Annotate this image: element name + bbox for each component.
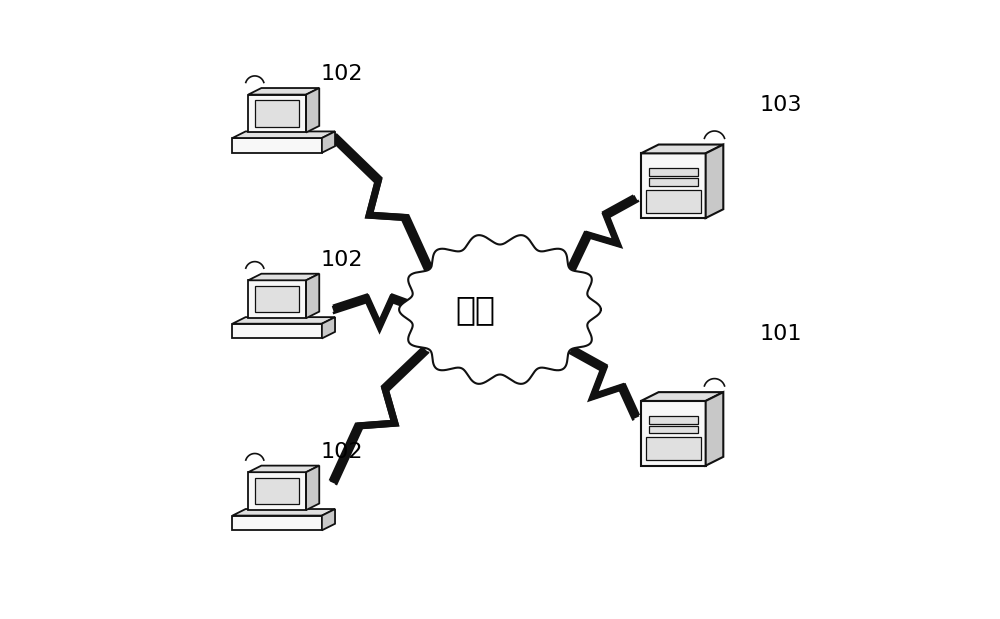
Polygon shape — [641, 392, 723, 401]
Text: 103: 103 — [760, 95, 802, 115]
Polygon shape — [706, 392, 723, 465]
Text: 102: 102 — [320, 250, 363, 270]
Polygon shape — [232, 138, 322, 153]
Polygon shape — [649, 178, 698, 186]
Polygon shape — [706, 145, 723, 218]
Polygon shape — [248, 274, 319, 280]
Polygon shape — [641, 145, 723, 154]
Polygon shape — [649, 416, 698, 423]
Polygon shape — [306, 465, 319, 510]
Polygon shape — [248, 280, 306, 318]
Polygon shape — [322, 317, 335, 339]
Text: 网络: 网络 — [455, 293, 495, 326]
Polygon shape — [649, 168, 698, 176]
Polygon shape — [649, 425, 698, 433]
Text: 102: 102 — [320, 64, 363, 84]
Polygon shape — [232, 324, 322, 339]
Polygon shape — [255, 286, 299, 313]
Polygon shape — [646, 189, 701, 213]
Polygon shape — [248, 95, 306, 132]
Text: 101: 101 — [760, 324, 802, 344]
Polygon shape — [306, 88, 319, 132]
Polygon shape — [646, 437, 701, 461]
Polygon shape — [322, 509, 335, 530]
Polygon shape — [641, 154, 706, 218]
Polygon shape — [255, 100, 299, 127]
Polygon shape — [248, 88, 319, 95]
Polygon shape — [232, 516, 322, 530]
Polygon shape — [641, 401, 706, 465]
Polygon shape — [322, 131, 335, 153]
Polygon shape — [248, 465, 319, 472]
Polygon shape — [232, 509, 335, 516]
Polygon shape — [306, 274, 319, 318]
Polygon shape — [232, 131, 335, 138]
Polygon shape — [232, 317, 335, 324]
Polygon shape — [248, 472, 306, 510]
Text: 102: 102 — [320, 442, 363, 462]
Polygon shape — [255, 478, 299, 504]
Polygon shape — [399, 235, 601, 384]
